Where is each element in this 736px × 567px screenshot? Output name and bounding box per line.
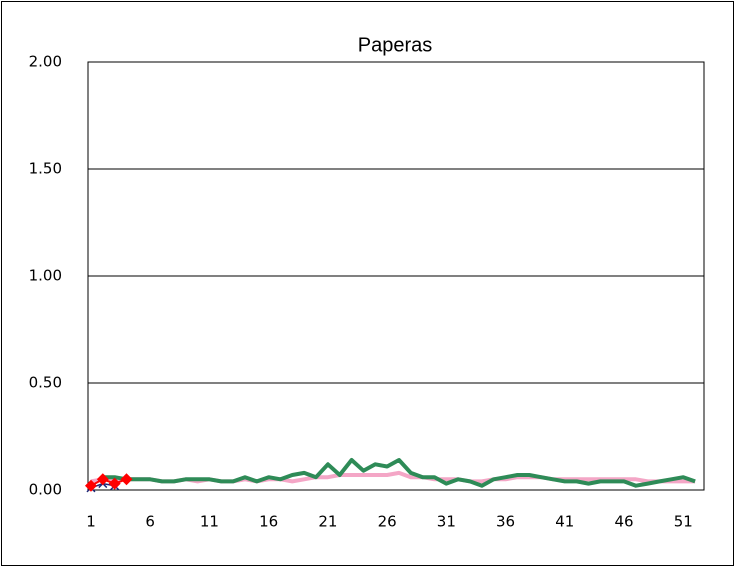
point-marker: [108, 477, 121, 490]
x-tick-label: 11: [200, 513, 219, 531]
x-tick-label: 51: [674, 513, 693, 531]
plot-area: [87, 61, 705, 491]
point-marker: [96, 473, 109, 486]
y-tick-label: 0.00: [29, 481, 62, 499]
x-tick-label: 26: [378, 513, 397, 531]
y-tick-label: 2.00: [29, 53, 62, 71]
x-tick-label: 6: [145, 513, 155, 531]
point-marker: [84, 479, 97, 492]
x-tick-label: 1: [86, 513, 96, 531]
point-marker: [120, 473, 133, 486]
x-tick-label: 31: [437, 513, 456, 531]
x-tick-label: 16: [259, 513, 278, 531]
series-line: [90, 478, 127, 487]
y-tick-label: 1.50: [29, 160, 62, 178]
x-tick-label: 46: [614, 513, 633, 531]
series-line: [102, 458, 696, 488]
x-tick-label: 36: [496, 513, 515, 531]
y-tick-label: 0.50: [29, 374, 62, 392]
chart-title: Paperas: [358, 34, 433, 56]
x-tick-label: 21: [318, 513, 337, 531]
y-tick-label: 1.00: [29, 267, 62, 285]
x-tick-label: 41: [555, 513, 574, 531]
